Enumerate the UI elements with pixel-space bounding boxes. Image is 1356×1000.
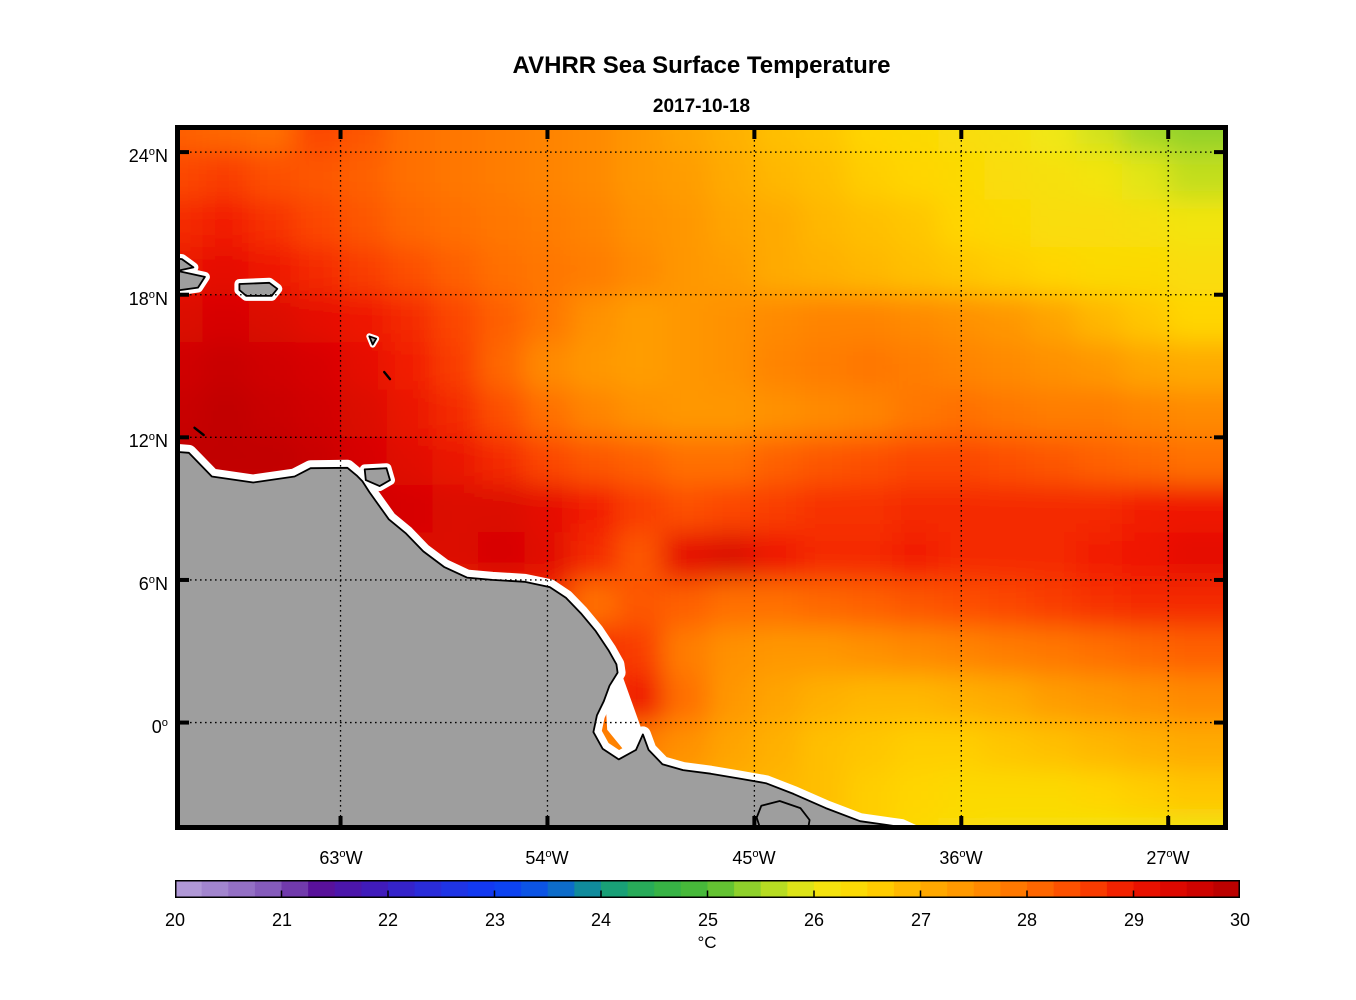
graticule: [175, 125, 1228, 830]
colorbar-tick-label-22: 22: [377, 910, 399, 930]
plot-frame: [175, 125, 1228, 830]
martinique-islet: [383, 370, 392, 381]
chart-title: AVHRR Sea Surface Temperature: [512, 52, 891, 79]
y-tick-label-0: 0o: [151, 717, 168, 737]
colorbar-tick-label-27: 27: [910, 910, 932, 930]
colorbar-tick-label-21: 21: [271, 910, 293, 930]
colorbar: [175, 880, 1240, 898]
hispaniola-east-landmass: [175, 257, 206, 292]
colorbar-tick-label-29: 29: [1123, 910, 1145, 930]
sst-field: [175, 125, 1228, 830]
y-tick-label-24N: 24oN: [128, 146, 168, 166]
guadeloupe-landmass: [368, 335, 378, 346]
y-tick-label-18N: 18oN: [128, 289, 168, 309]
colorbar-tick-label-23: 23: [484, 910, 506, 930]
south-america-mainland-landmass: [175, 450, 910, 830]
colorbar-tick-label-30: 30: [1229, 910, 1251, 930]
x-tick-label-27W: 27oW: [1146, 848, 1190, 868]
x-tick-label-36W: 36oW: [939, 848, 983, 868]
colorbar-tick-label-26: 26: [803, 910, 825, 930]
y-tick-label-6N: 6oN: [138, 574, 168, 594]
colorbar-tick-label-28: 28: [1016, 910, 1038, 930]
axis-tick-marks: [175, 125, 1228, 830]
curacao-islet: [193, 426, 205, 437]
colorbar-tick-label-25: 25: [697, 910, 719, 930]
sao-luis-island-landmass: [755, 800, 811, 830]
colorbar-units-label: °C: [697, 933, 717, 952]
x-tick-label-45W: 45oW: [732, 848, 776, 868]
puerto-rico-landmass: [238, 281, 279, 297]
chart-date-subtitle: 2017-10-18: [652, 96, 751, 117]
colorbar-tick-label-20: 20: [164, 910, 186, 930]
y-tick-label-12N: 12oN: [128, 431, 168, 451]
x-tick-label-54W: 54oW: [525, 848, 569, 868]
land-mass: [175, 253, 927, 830]
sst-map-plot: [175, 125, 1228, 830]
colorbar-tick-label-24: 24: [590, 910, 612, 930]
trinidad-landmass: [363, 467, 391, 487]
x-tick-label-63W: 63oW: [319, 848, 363, 868]
